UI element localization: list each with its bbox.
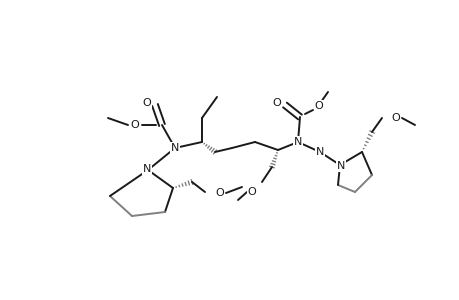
Text: O: O — [142, 98, 151, 108]
Text: O: O — [391, 113, 399, 123]
Text: N: N — [315, 147, 324, 157]
Text: O: O — [247, 187, 256, 197]
Text: O: O — [130, 120, 139, 130]
Text: O: O — [391, 113, 399, 123]
Text: N: N — [336, 161, 344, 171]
Text: O: O — [142, 98, 151, 108]
Text: O: O — [272, 98, 281, 108]
Text: N: N — [142, 164, 151, 174]
Text: N: N — [336, 161, 344, 171]
Text: O: O — [215, 188, 224, 198]
Text: N: N — [170, 143, 179, 153]
Text: N: N — [293, 137, 302, 147]
Text: O: O — [130, 120, 139, 130]
Text: O: O — [314, 101, 323, 111]
Text: N: N — [142, 164, 151, 174]
Text: N: N — [315, 147, 324, 157]
Text: O: O — [272, 98, 281, 108]
Text: N: N — [293, 137, 302, 147]
Text: O: O — [215, 188, 224, 198]
Text: O: O — [314, 101, 323, 111]
Text: N: N — [170, 143, 179, 153]
Text: O: O — [247, 187, 256, 197]
